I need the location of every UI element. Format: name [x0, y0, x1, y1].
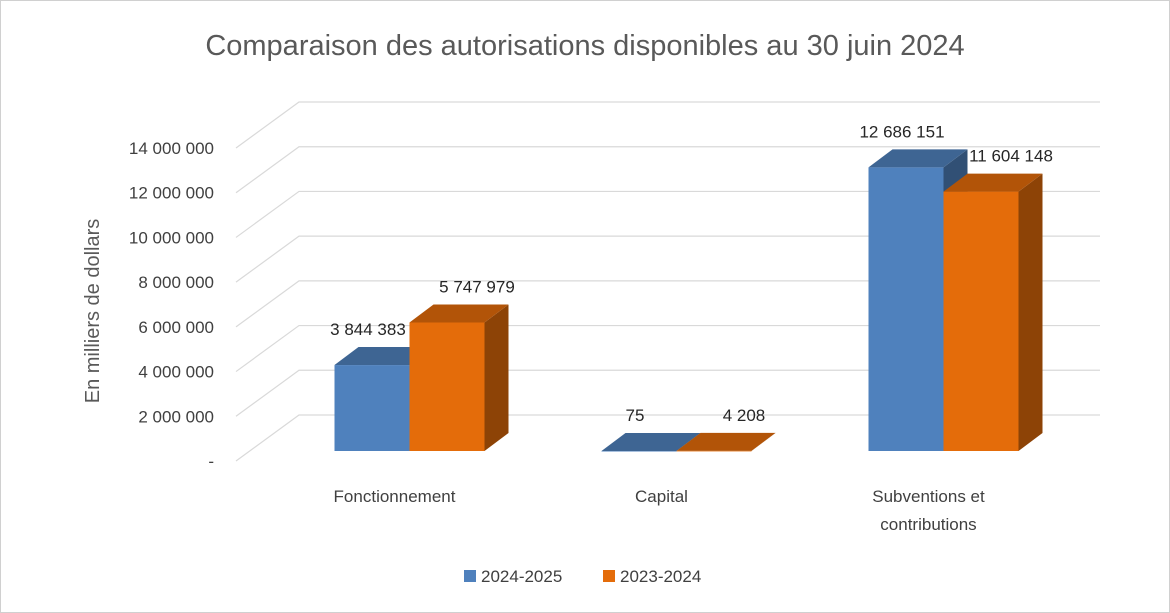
gridline [235, 324, 1100, 373]
bars [334, 149, 1043, 452]
bar-front [601, 450, 677, 452]
bar-2023-2024-1 [676, 432, 776, 452]
data-label: 3 844 383 [330, 320, 406, 339]
bar-front [334, 365, 410, 451]
bar-side [751, 432, 776, 451]
data-label: 75 [626, 406, 645, 425]
bar-top [868, 149, 968, 168]
data-label: 11 604 148 [969, 147, 1053, 166]
gridlines [235, 101, 1100, 462]
y-tick-label: - [208, 452, 214, 471]
legend-label: 2023-2024 [620, 567, 701, 586]
data-label: 5 747 979 [439, 277, 515, 296]
chart-title: Comparaison des autorisations disponible… [205, 30, 964, 62]
category-label: Fonctionnement [334, 487, 456, 506]
y-tick-label: 2 000 000 [138, 407, 214, 426]
bar-side [1018, 173, 1043, 452]
category-label: Capital [635, 487, 688, 506]
y-tick-label: 14 000 000 [129, 139, 214, 158]
y-axis-ticks: - 2 000 000 4 000 000 6 000 000 8 000 000 10 … [129, 139, 214, 471]
category-label: contributions [880, 515, 976, 534]
bar-side [484, 304, 509, 451]
data-label: 12 686 151 [859, 122, 944, 141]
category-label: Subventions et [872, 487, 985, 506]
data-label: 4 208 [723, 406, 766, 425]
gridline [235, 235, 1100, 283]
bar-top [409, 304, 509, 323]
data-labels: 3 844 383 5 747 979 75 4 208 12 686 151 11 60… [330, 122, 1053, 425]
bar-front [868, 167, 944, 452]
gridline [235, 190, 1100, 238]
legend: 2024-2025 2023-2024 [464, 567, 701, 586]
y-tick-label: 12 000 000 [129, 184, 214, 203]
y-tick-label: 10 000 000 [129, 228, 214, 247]
bar-2023-2024-2 [943, 173, 1043, 452]
legend-label: 2024-2025 [481, 567, 562, 586]
gridline [235, 369, 1100, 417]
legend-swatch [464, 570, 476, 582]
gridline [235, 414, 1100, 462]
bar-front [943, 191, 1019, 452]
category-labels: Fonctionnement Capital Subventions et contr… [334, 487, 985, 534]
gridline [235, 101, 1100, 149]
bar-front [676, 450, 752, 452]
bar-top [676, 432, 776, 451]
bar-front [409, 322, 485, 451]
bar-top [601, 432, 701, 451]
gridline [235, 280, 1100, 328]
bar-top [943, 173, 1043, 192]
y-tick-label: 8 000 000 [138, 273, 214, 292]
bar-top [334, 347, 434, 366]
y-tick-label: 6 000 000 [138, 318, 214, 337]
bar-2023-2024-0 [409, 304, 509, 451]
legend-swatch [603, 570, 615, 582]
y-axis-label: En milliers de dollars [82, 219, 104, 404]
gridline [235, 146, 1100, 194]
y-tick-label: 4 000 000 [138, 363, 214, 382]
